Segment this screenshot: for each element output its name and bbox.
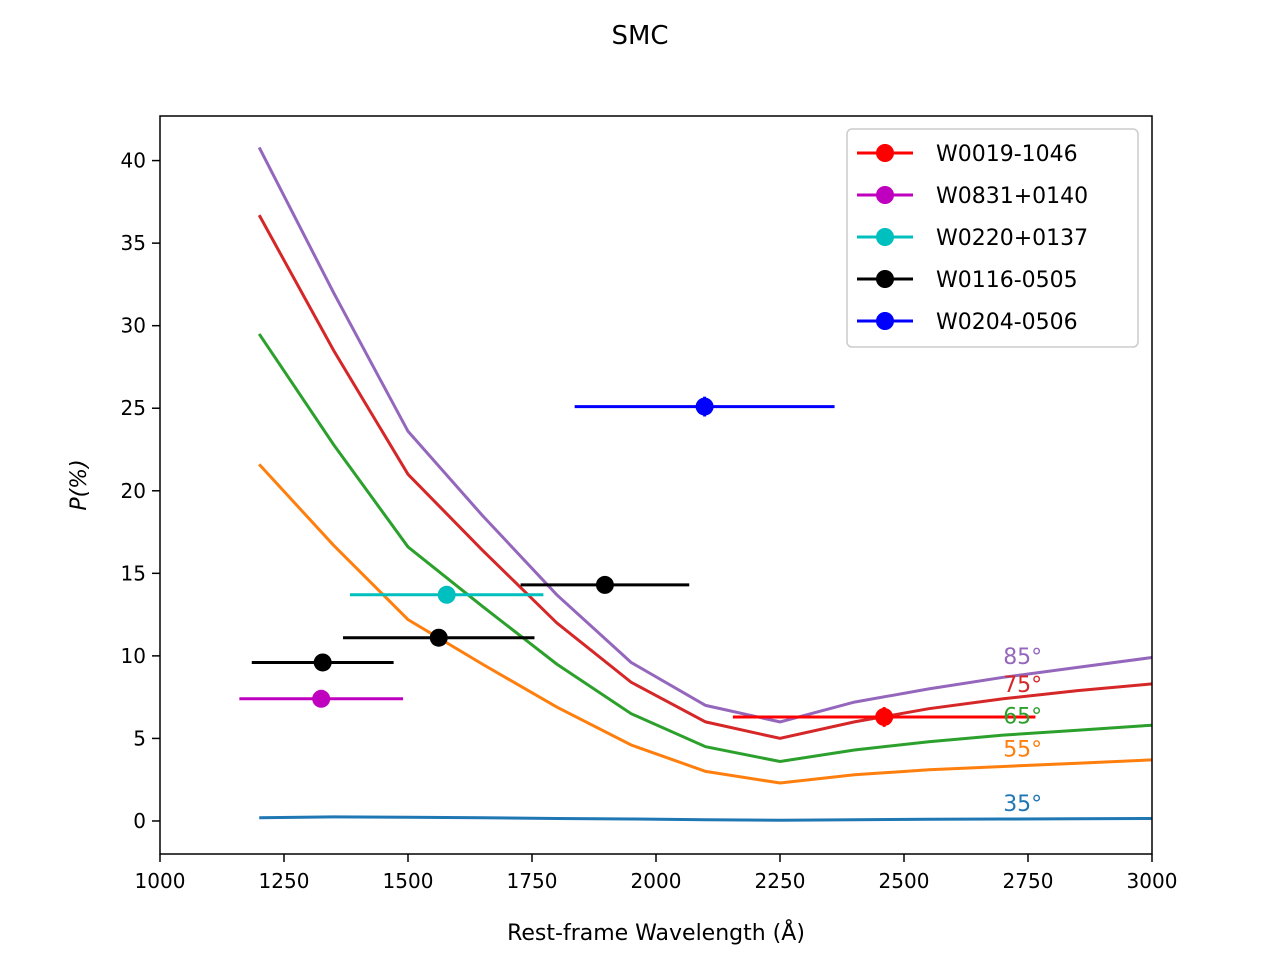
plot-area <box>239 146 1152 822</box>
legend-marker-2 <box>876 228 894 246</box>
y-tick-label-4: 20 <box>121 479 146 503</box>
legend-label-3: W0116-0505 <box>936 268 1078 293</box>
model-curve-label-4: 85° <box>1003 645 1042 670</box>
model-curve-label-3: 75° <box>1003 673 1042 698</box>
y-tick-label-6: 30 <box>121 314 146 338</box>
model-curve-1 <box>258 463 1152 785</box>
series-3-point-0-marker <box>313 653 332 672</box>
legend-marker-3 <box>876 270 894 288</box>
series-2-point-0-marker <box>437 585 456 604</box>
axes-layer: 1000 1250 1500 1750 2000 2250 2500 2750 3000 0 5 10… <box>121 149 1178 893</box>
x-tick-label-4: 2000 <box>631 869 682 893</box>
y-tick-label-7: 35 <box>121 231 146 255</box>
model-curve-label-0: 35° <box>1003 792 1042 817</box>
model-curve-label-1: 55° <box>1003 738 1042 763</box>
x-tick-label-8: 3000 <box>1127 869 1178 893</box>
plot-layer: 35° 55° 65° 75° 85° <box>239 146 1152 822</box>
x-tick-label-0: 1000 <box>135 869 186 893</box>
legend-box <box>846 128 1139 348</box>
legend-label-2: W0220+0137 <box>936 226 1088 251</box>
x-tick-label-7: 2750 <box>1003 869 1054 893</box>
model-curve-label-2: 65° <box>1003 705 1042 730</box>
model-curve-3 <box>257 214 1152 740</box>
series-3-point-1-marker <box>429 628 448 647</box>
x-axis-label: Rest-frame Wavelength (Å) <box>507 919 805 946</box>
x-tick-label-2: 1500 <box>383 869 434 893</box>
legend-label-4: W0204-0506 <box>936 310 1078 335</box>
y-tick-label-1: 5 <box>133 726 146 750</box>
legend-marker-0 <box>876 144 894 162</box>
legend-label-1: W0831+0140 <box>936 184 1088 209</box>
y-tick-label-8: 40 <box>121 149 146 173</box>
model-curve-2 <box>257 333 1152 764</box>
model-curve-4 <box>257 146 1152 724</box>
series-0-point-0-marker <box>875 707 894 726</box>
legend-marker-1 <box>876 186 894 204</box>
legend: W0019-1046 W0831+0140 W0220+0137 W0116-0505… <box>846 128 1139 348</box>
x-tick-label-6: 2500 <box>879 869 930 893</box>
x-tick-label-3: 1750 <box>507 869 558 893</box>
series-3-point-2-marker <box>595 575 614 594</box>
y-tick-label-3: 15 <box>121 561 146 585</box>
x-tick-label-1: 1250 <box>259 869 310 893</box>
chart-title: SMC <box>611 21 668 51</box>
y-tick-label-0: 0 <box>133 809 146 833</box>
legend-label-0: W0019-1046 <box>936 142 1078 167</box>
legend-marker-4 <box>876 312 894 330</box>
x-tick-label-5: 2250 <box>755 869 806 893</box>
y-axis-label: P(%) <box>67 459 92 510</box>
series-4-point-0-marker <box>695 397 714 416</box>
y-tick-label-2: 10 <box>121 644 146 668</box>
series-1-point-0-marker <box>312 689 331 708</box>
model-curve-0 <box>259 815 1152 822</box>
y-tick-label-5: 25 <box>121 396 146 420</box>
